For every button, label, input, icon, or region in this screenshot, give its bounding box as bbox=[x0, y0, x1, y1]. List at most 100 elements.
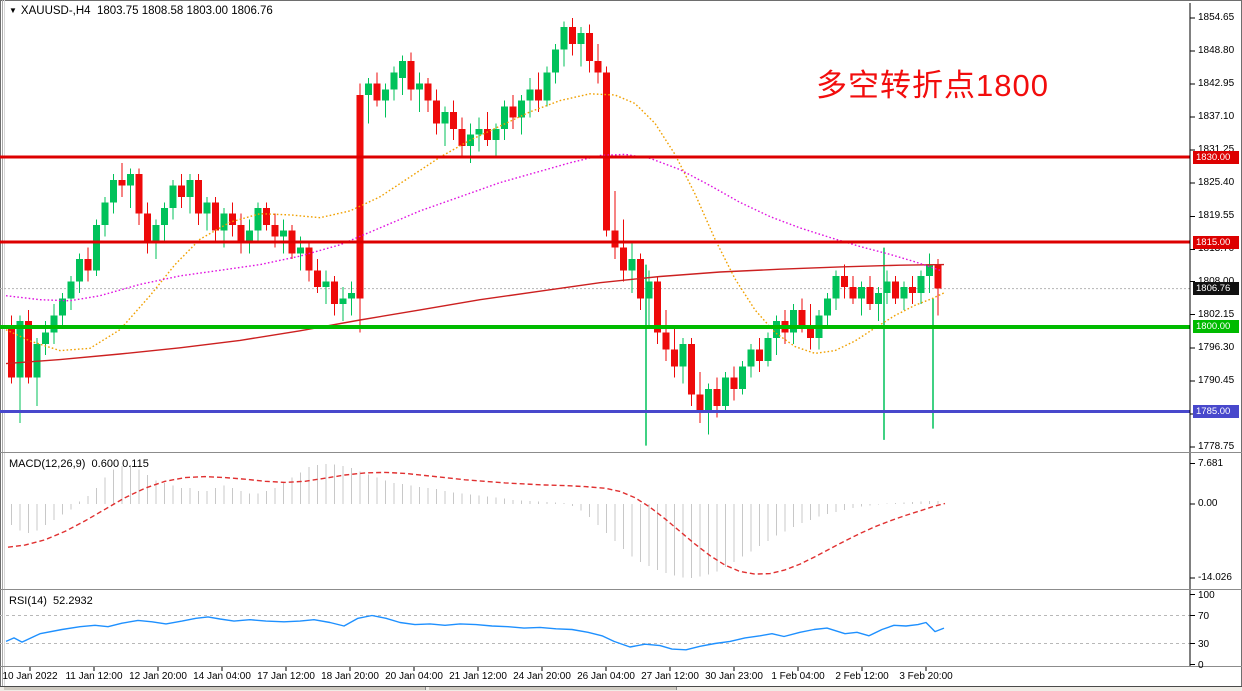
price-flag-1785.00: 1785.00 bbox=[1193, 405, 1239, 419]
candle bbox=[246, 230, 253, 243]
candle bbox=[127, 174, 134, 186]
rsi-line bbox=[5, 614, 945, 651]
candle bbox=[297, 247, 304, 254]
candle bbox=[25, 321, 32, 378]
candle bbox=[169, 185, 177, 209]
price-tick-label: 1837.10 bbox=[1198, 111, 1235, 123]
time-axis-label: 10 Jan 2022 bbox=[2, 671, 58, 682]
rsi-tick-label: 100 bbox=[1198, 589, 1215, 601]
macd-tick-label: -14.026 bbox=[1198, 571, 1232, 583]
horizontal-scrollbar[interactable] bbox=[0, 686, 1242, 691]
candle bbox=[237, 225, 245, 243]
price-tick-label: 1790.45 bbox=[1198, 374, 1235, 386]
chart-title: ▼ XAUUSD-,H4 1803.75 1808.58 1803.00 1806… bbox=[9, 5, 273, 17]
candle bbox=[705, 389, 712, 412]
price-flag-1806.76: 1806.76 bbox=[1193, 282, 1239, 296]
rsi-name: RSI(14) bbox=[9, 595, 47, 607]
ma-fast-orange-line[interactable] bbox=[5, 93, 945, 355]
rsi-tick-label: 70 bbox=[1198, 610, 1210, 622]
candle bbox=[747, 349, 755, 367]
time-axis-label: 11 Jan 12:00 bbox=[65, 671, 123, 682]
candle bbox=[535, 89, 542, 101]
candle bbox=[84, 258, 92, 271]
rsi-tick-label: 0 bbox=[1198, 659, 1204, 671]
time-axis-label: 21 Jan 12:00 bbox=[449, 671, 507, 682]
macd-tick-label: 7.681 bbox=[1198, 457, 1224, 469]
candle bbox=[866, 287, 874, 305]
time-axis-label: 12 Jan 20:00 bbox=[129, 671, 187, 682]
candle bbox=[696, 394, 704, 412]
candle bbox=[832, 275, 840, 299]
candle bbox=[42, 332, 49, 344]
rsi-current-value: 52.2932 bbox=[53, 595, 93, 607]
candle bbox=[382, 89, 389, 101]
time-axis-label: 2 Feb 12:00 bbox=[835, 671, 889, 682]
price-tick-label: 1831.25 bbox=[1198, 144, 1235, 156]
candle bbox=[501, 106, 508, 129]
macd-tick-label: 0.00 bbox=[1198, 498, 1218, 509]
candle bbox=[764, 338, 772, 361]
candle bbox=[356, 94, 364, 299]
candle bbox=[560, 27, 568, 50]
time-axis-label: 24 Jan 20:00 bbox=[513, 671, 571, 682]
candle bbox=[59, 298, 66, 316]
candle bbox=[807, 326, 814, 339]
candle bbox=[620, 247, 627, 271]
candle bbox=[305, 247, 313, 271]
main-macd-divider[interactable] bbox=[0, 452, 1242, 453]
time-axis-label: 27 Jan 12:00 bbox=[641, 671, 699, 682]
candle bbox=[671, 349, 678, 367]
candle bbox=[492, 128, 500, 141]
macd-rsi-divider[interactable] bbox=[0, 589, 1242, 590]
ma-mid-magenta-line[interactable] bbox=[5, 153, 941, 302]
candle bbox=[348, 292, 355, 299]
time-axis-label: 1 Feb 04:00 bbox=[771, 671, 825, 682]
candle bbox=[892, 281, 899, 299]
candle bbox=[67, 281, 75, 299]
price-tick-label: 1802.15 bbox=[1198, 308, 1235, 320]
candle bbox=[849, 287, 857, 299]
price-tick-label: 1813.70 bbox=[1198, 243, 1235, 255]
rsi-indicator-label: RSI(14) 52.2932 bbox=[9, 595, 93, 607]
candle bbox=[135, 174, 143, 214]
candle bbox=[331, 281, 338, 305]
macd-name: MACD(12,26,9) bbox=[9, 458, 86, 470]
candle bbox=[365, 83, 372, 95]
time-axis-label: 26 Jan 04:00 bbox=[577, 671, 635, 682]
time-axis-label: 20 Jan 04:00 bbox=[385, 671, 443, 682]
candle bbox=[263, 208, 270, 226]
candle bbox=[900, 287, 908, 299]
candle bbox=[416, 83, 423, 90]
candle bbox=[909, 287, 916, 293]
time-axis-label: 3 Feb 20:00 bbox=[899, 671, 953, 682]
price-tick-label: 1825.40 bbox=[1198, 177, 1235, 189]
candle bbox=[841, 275, 848, 288]
price-flag-1800.00: 1800.00 bbox=[1193, 320, 1239, 334]
price-flag-1830.00: 1830.00 bbox=[1193, 150, 1239, 164]
candle bbox=[824, 298, 831, 316]
candle bbox=[433, 100, 440, 124]
candle bbox=[603, 72, 610, 231]
candle bbox=[118, 179, 126, 186]
price-tick-label: 1796.30 bbox=[1198, 341, 1235, 353]
candle bbox=[314, 270, 321, 288]
candle bbox=[441, 111, 449, 124]
turning-point-annotation[interactable]: 多空转折点1800 bbox=[816, 68, 1049, 103]
candle bbox=[144, 213, 151, 243]
rsi-tick-label: 30 bbox=[1198, 638, 1210, 650]
time-axis-label: 14 Jan 04:00 bbox=[193, 671, 251, 682]
candle bbox=[628, 258, 636, 271]
price-tick-label: 1808.00 bbox=[1198, 275, 1235, 287]
ma-slow-darkred-line[interactable] bbox=[5, 263, 945, 365]
candle bbox=[688, 343, 695, 395]
price-tick-label: 1819.55 bbox=[1198, 210, 1235, 222]
candle bbox=[373, 83, 381, 101]
candle bbox=[858, 287, 865, 299]
scrollbar-thumb-segment[interactable] bbox=[429, 687, 677, 690]
candle bbox=[76, 258, 83, 282]
scrollbar-thumb[interactable] bbox=[4, 687, 426, 690]
collapse-indicator-icon[interactable]: ▼ bbox=[9, 6, 17, 15]
candle bbox=[339, 298, 347, 305]
window-left-edge bbox=[2, 0, 3, 687]
